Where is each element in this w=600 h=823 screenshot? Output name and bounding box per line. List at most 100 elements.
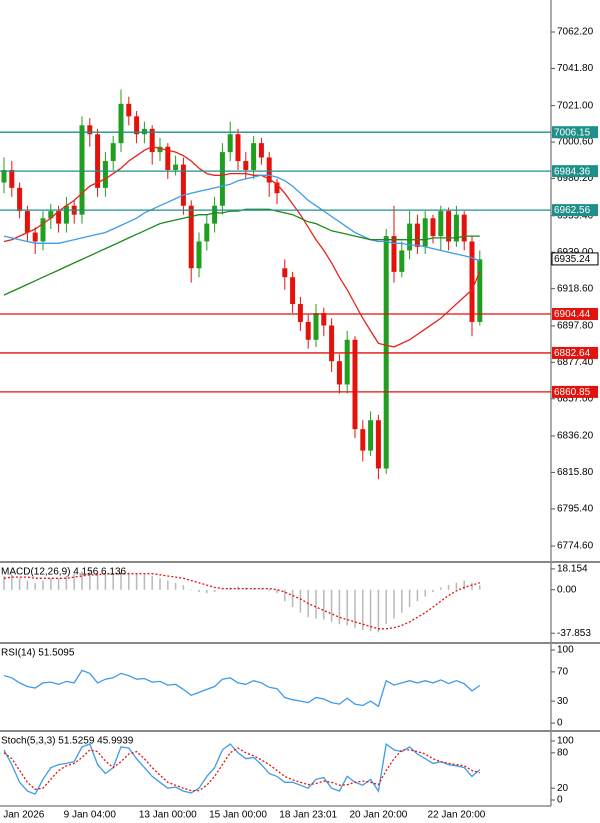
macd-bar: [455, 582, 458, 590]
macd-bar: [346, 589, 348, 626]
macd-bar: [252, 588, 255, 590]
candle-body: [297, 304, 303, 322]
macd-bar: [50, 578, 52, 590]
candle-body: [180, 164, 186, 206]
last-price-label: 6935.24: [554, 254, 591, 265]
y-tick-label: 7021.00: [557, 100, 594, 111]
y-tick-label: 30: [557, 696, 569, 707]
y-tick-label: 20: [557, 783, 569, 794]
macd-bar: [401, 589, 403, 613]
panel-title: RSI(14) 51.5095: [1, 648, 75, 659]
y-tick-label: 6897.80: [557, 320, 594, 331]
candle-body: [102, 161, 108, 188]
indicator-line: [3, 146, 481, 348]
candle-body: [17, 187, 23, 212]
macd-bar: [354, 589, 356, 628]
macd-bar: [268, 589, 270, 591]
macd-bar: [393, 589, 395, 619]
macd-bar: [96, 572, 99, 590]
candle-body: [24, 211, 30, 233]
y-tick-label: 80: [557, 747, 569, 758]
macd-bar: [18, 578, 21, 590]
y-tick-label: 6939.00: [557, 247, 594, 258]
macd-bar: [330, 589, 333, 622]
macd-bar: [447, 585, 450, 590]
indicator-line: [3, 573, 480, 630]
candle-body: [274, 182, 280, 194]
y-tick-label: 70: [557, 667, 569, 678]
macd-bar: [416, 589, 419, 602]
macd-bar: [190, 589, 192, 591]
macd-bar: [89, 571, 91, 590]
candle-body: [56, 211, 62, 224]
candle-body: [32, 232, 38, 242]
panel-title: Stoch(5,3,3) 51.5259 45.9939: [1, 736, 134, 747]
candle-body: [149, 128, 155, 153]
macd-bar: [11, 573, 13, 590]
y-tick-label: 100: [557, 736, 574, 747]
macd-bar: [167, 580, 169, 590]
macd-bar: [408, 589, 411, 607]
macd-bar: [315, 589, 317, 619]
candle-body: [235, 134, 241, 162]
macd-bar: [112, 573, 114, 590]
y-tick-label: 6815.80: [557, 467, 594, 478]
candle-body: [305, 321, 311, 340]
level-label-box: [552, 307, 598, 320]
candle-body: [368, 420, 374, 451]
macd-bar: [299, 589, 302, 613]
candle-body: [321, 312, 327, 326]
candle-body: [414, 223, 420, 247]
macd-bar: [385, 589, 387, 625]
macd-bar: [104, 573, 107, 590]
y-tick-label: 7041.80: [557, 63, 594, 74]
candle-body: [95, 134, 101, 188]
y-tick-label: 6836.20: [557, 431, 594, 442]
macd-bar: [81, 571, 83, 590]
macd-bar: [120, 572, 122, 590]
candle-body: [79, 125, 85, 215]
y-tick-label: 0: [557, 718, 563, 729]
macd-bar: [143, 574, 146, 590]
candle-body: [399, 250, 405, 272]
candle-body: [391, 236, 397, 272]
macd-bar: [128, 572, 130, 590]
macd-bar: [432, 589, 434, 593]
candle-body: [461, 214, 467, 242]
candle-body: [282, 268, 288, 278]
y-tick-label: 6774.60: [557, 541, 594, 552]
level-label: 7006.15: [554, 127, 591, 138]
candle-body: [212, 205, 218, 224]
macd-bar: [424, 589, 426, 597]
candle-body: [40, 218, 46, 242]
macd-bar: [73, 573, 75, 590]
x-tick-label: 13 Jan 00:00: [139, 810, 197, 821]
level-label: 6882.64: [554, 348, 591, 359]
macd-bar: [463, 580, 465, 590]
macd-bar: [338, 589, 341, 625]
macd-bar: [151, 575, 153, 590]
candle-body: [469, 241, 475, 322]
macd-bar: [479, 585, 481, 590]
candle-body: [134, 116, 140, 135]
candle-body: [188, 205, 194, 269]
candle-body: [313, 312, 319, 340]
candle-body: [110, 143, 116, 162]
macd-bar: [276, 589, 278, 594]
candle-body: [453, 214, 459, 242]
macd-bar: [26, 580, 29, 590]
macd-bar: [65, 575, 68, 590]
macd-bar: [260, 588, 263, 590]
macd-bar: [221, 589, 224, 591]
candle-body: [438, 211, 444, 237]
candle-body: [48, 211, 54, 219]
y-tick-label: 100: [557, 645, 574, 656]
candle-body: [87, 125, 93, 135]
candle-body: [196, 241, 202, 269]
x-tick-label: 20 Jan 20:00: [349, 810, 407, 821]
candle-body: [251, 143, 257, 170]
level-label: 6860.85: [554, 387, 591, 398]
y-tick-label: 6980.20: [557, 173, 594, 184]
macd-bar: [369, 589, 372, 632]
